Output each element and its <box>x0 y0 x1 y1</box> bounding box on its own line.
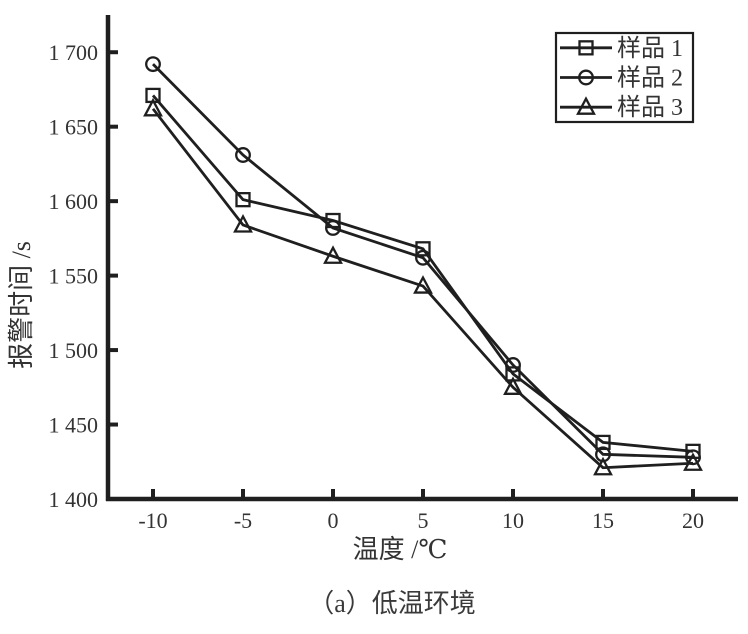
legend-3-triangle-marker <box>576 96 596 115</box>
x-tick-label: 15 <box>592 508 614 533</box>
series-2-point-2-circle-marker <box>325 220 341 236</box>
series-1-point-3-square-marker <box>415 241 431 257</box>
x-tick-label: 10 <box>502 508 524 533</box>
y-axis-title: 报警时间 /s <box>7 241 36 369</box>
series-3-point-1-triangle-marker <box>233 214 253 233</box>
series-layer <box>143 56 703 476</box>
y-tick-label: 1 500 <box>49 338 99 363</box>
x-axis-title: 温度 /℃ <box>353 535 448 564</box>
series-1-point-2-square-marker <box>325 212 341 229</box>
series-3-point-3-triangle-marker <box>413 275 433 294</box>
series-2-point-0-circle-marker <box>145 56 161 73</box>
legend: 样品 1 样品 2样品 3 <box>554 31 695 124</box>
series-line-3 <box>151 107 694 470</box>
legend-label: 样品 2 <box>617 65 683 92</box>
series-2-point-4-circle-marker <box>505 357 521 373</box>
series-3-point-6-triangle-marker <box>683 452 703 471</box>
y-tick-label: 1 450 <box>49 413 99 438</box>
x-tick-label: -10 <box>138 508 167 533</box>
y-tick-label: 1 400 <box>49 487 99 512</box>
x-tick-label: 20 <box>682 508 704 533</box>
series-2-point-6-circle-marker <box>685 449 701 466</box>
x-tick-label: -5 <box>234 508 252 533</box>
ticks-layer <box>108 50 695 501</box>
series-line-1 <box>151 94 694 453</box>
series-1-point-1-square-marker <box>235 192 251 208</box>
y-tick-label: 1 700 <box>49 40 99 65</box>
series-1-point-6-square-marker <box>685 443 701 459</box>
x-tick-label: 5 <box>418 508 429 533</box>
y-tick-label: 1 550 <box>49 264 99 289</box>
x-tick-label: 0 <box>328 508 339 533</box>
series-2-point-3-circle-marker <box>415 249 431 266</box>
series-3-point-2-triangle-marker <box>323 245 343 264</box>
series-3-point-0-triangle-marker <box>143 97 163 117</box>
series-2-point-1-circle-marker <box>235 147 251 163</box>
legend-1-square-marker <box>578 40 594 56</box>
legend-2-circle-marker <box>578 69 594 86</box>
series-1-point-5-square-marker <box>595 434 611 451</box>
legend-label: 样品 1 <box>617 35 683 62</box>
legend-label: 样品 3 <box>617 94 683 121</box>
y-tick-label: 1 650 <box>49 115 99 140</box>
series-line-2 <box>152 63 694 459</box>
figure-caption: （a）低温环境 <box>308 589 476 618</box>
tick-labels-layer: 1 400 1 450 1 500 1 550 1 600 1 650 1 700 -10 -5… <box>49 40 705 533</box>
series-3-point-5-triangle-marker <box>593 456 613 476</box>
series-3-point-4-triangle-marker <box>503 376 523 395</box>
y-tick-label: 1 600 <box>49 189 99 214</box>
